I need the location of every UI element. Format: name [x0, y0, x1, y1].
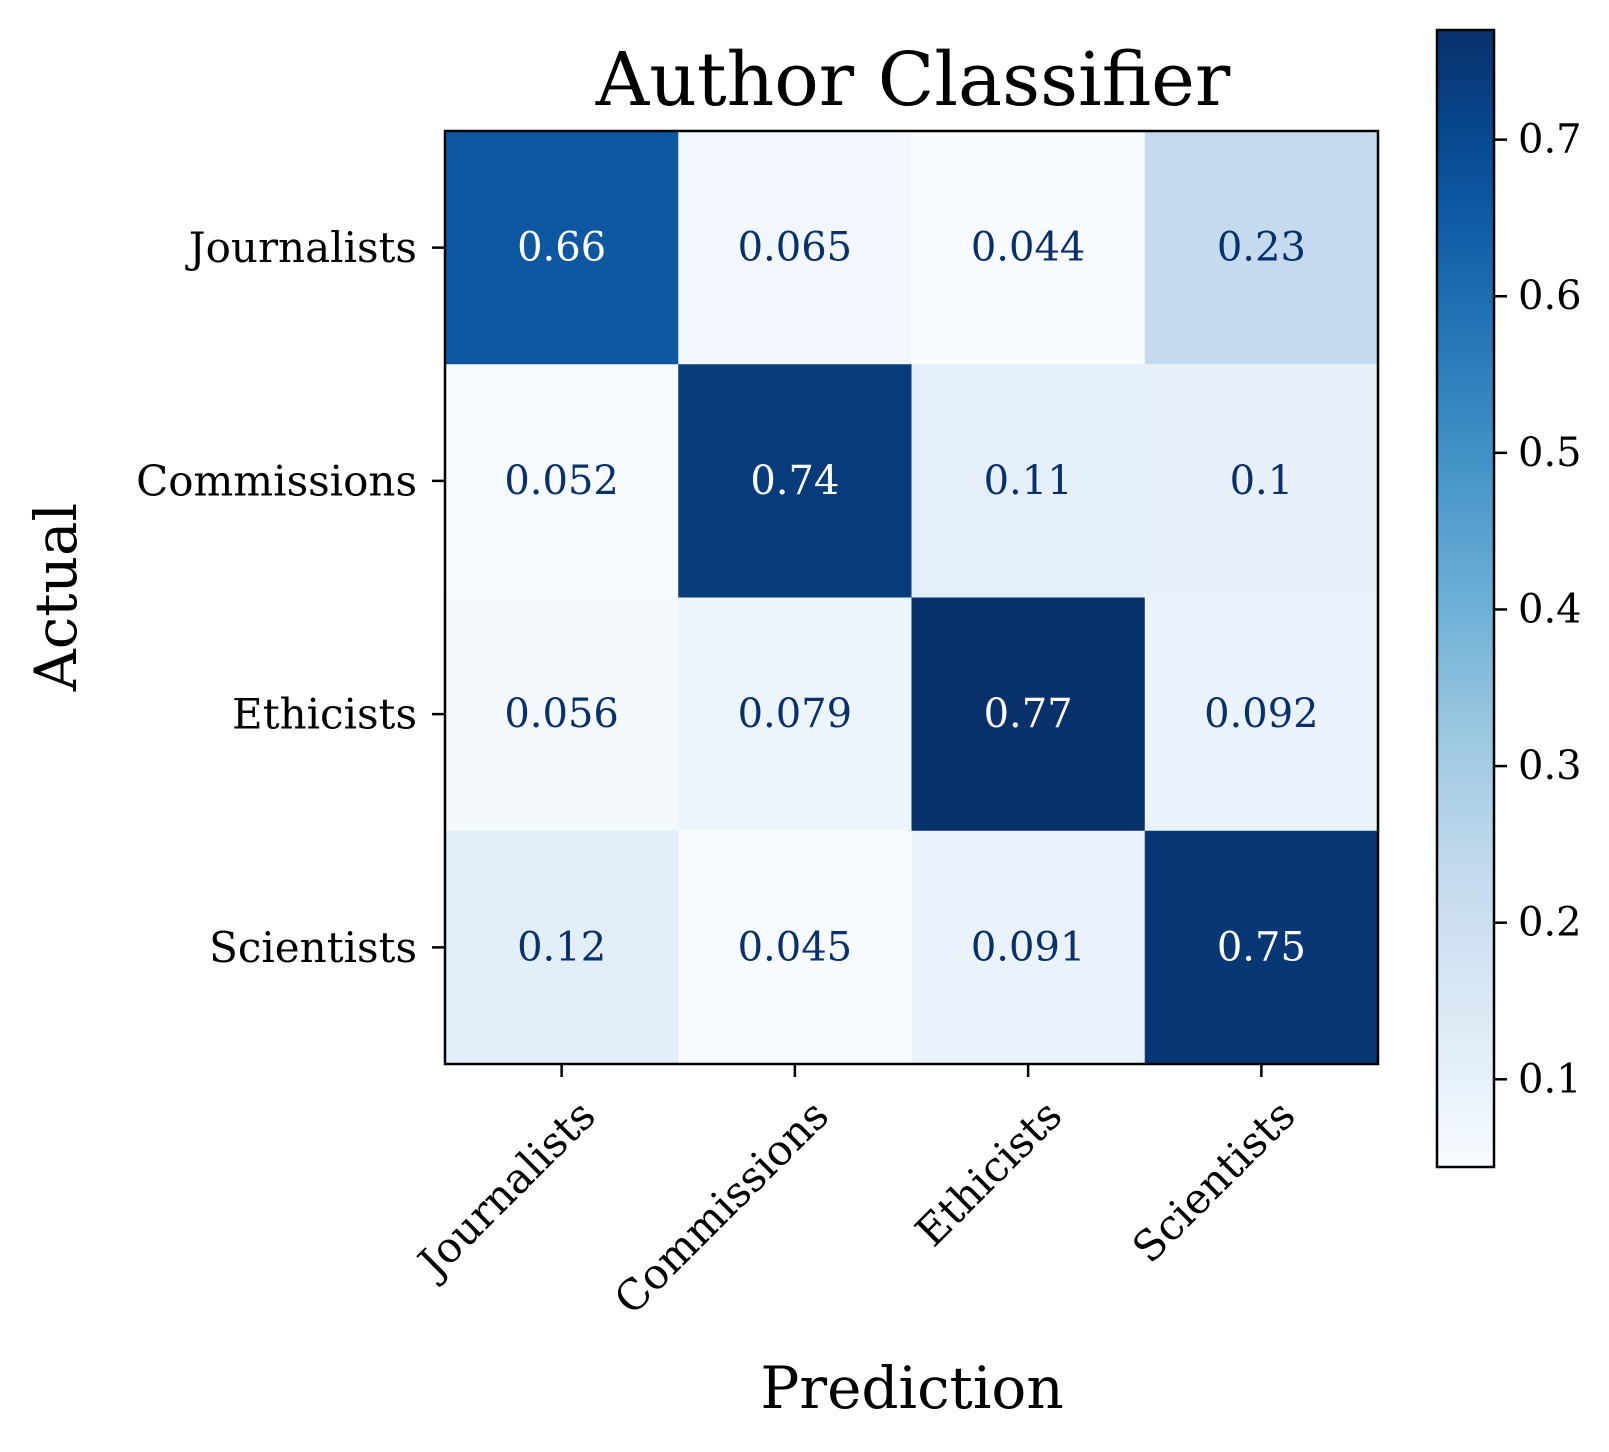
colorbar-ticks: 0.1 0.2 0.3 0.4 0.5 0.6 0.7 [1494, 117, 1582, 1102]
cell-value-label: 0.77 [984, 691, 1073, 737]
heatmap-cell [445, 364, 679, 598]
plot-frame [443, 129, 1380, 1066]
heatmap-cell [445, 830, 679, 1065]
x-tick-label: Scientists [1123, 1090, 1305, 1272]
cell-value-label: 0.092 [1204, 691, 1319, 737]
colorbar-tick-label: 0.7 [1518, 117, 1582, 163]
heatmap-cell [1144, 597, 1379, 832]
heatmap-cell [1144, 131, 1379, 365]
cell-value-label: 0.1 [1230, 458, 1294, 504]
heatmap-cell [678, 830, 912, 1065]
cell-value-label: 0.75 [1217, 924, 1306, 970]
x-tick-label: Commissions [605, 1090, 838, 1323]
cell-value-label: 0.044 [971, 225, 1086, 271]
y-axis-label: Actual [22, 503, 90, 692]
x-tick-label: Journalists [406, 1090, 605, 1289]
y-tick-label: Ethicists [232, 690, 417, 739]
colorbar-tick-label: 0.4 [1518, 586, 1582, 632]
heatmap-cell [445, 597, 679, 832]
colorbar [1435, 28, 1496, 1169]
y-tick-label: Commissions [136, 456, 417, 505]
heatmap-cell [1144, 364, 1379, 598]
cell-value-label: 0.23 [1217, 225, 1306, 271]
cell-value-label: 0.12 [517, 924, 606, 970]
heatmap-cell [678, 597, 912, 832]
cell-value-label: 0.056 [504, 691, 619, 737]
cell-value-label: 0.74 [750, 458, 839, 504]
cell-value-label: 0.11 [984, 458, 1073, 504]
heatmap-cell [678, 131, 912, 365]
colorbar-tick-label: 0.5 [1518, 430, 1582, 476]
y-tick-label: Journalists [185, 223, 417, 272]
heatmap-cells [445, 131, 1379, 1065]
chart-title: Author Classifier [595, 37, 1231, 123]
heatmap-cell [1144, 830, 1379, 1065]
x-axis-ticks: Journalists Commissions Ethicists Scientist… [406, 1064, 1305, 1324]
colorbar-tick-label: 0.1 [1518, 1056, 1582, 1102]
heatmap-cell [678, 364, 912, 598]
y-tick-label: Scientists [209, 923, 417, 972]
cell-value-label: 0.079 [738, 691, 853, 737]
y-axis-ticks: Journalists Commissions Ethicists Scientist… [136, 223, 445, 972]
cell-value-label: 0.065 [738, 225, 853, 271]
x-tick-label: Ethicists [906, 1090, 1071, 1255]
cell-value-label: 0.091 [971, 924, 1086, 970]
heatmap-cell [911, 364, 1146, 598]
heatmap-cell [911, 597, 1146, 832]
cell-value-label: 0.052 [504, 458, 619, 504]
colorbar-tick-label: 0.2 [1518, 900, 1582, 946]
colorbar-tick-label: 0.6 [1518, 273, 1582, 319]
heatmap-cell [911, 131, 1146, 365]
cell-value-label: 0.045 [738, 924, 853, 970]
heatmap-cell [445, 131, 679, 365]
heatmap-cell-labels: 0.66 0.065 0.044 0.23 0.052 0.74 0.11 0.1 0.056 0… [504, 225, 1318, 971]
colorbar-tick-label: 0.3 [1518, 743, 1582, 789]
heatmap-cell [911, 830, 1146, 1065]
cell-value-label: 0.66 [517, 225, 606, 271]
x-axis-label: Prediction [760, 1354, 1063, 1422]
